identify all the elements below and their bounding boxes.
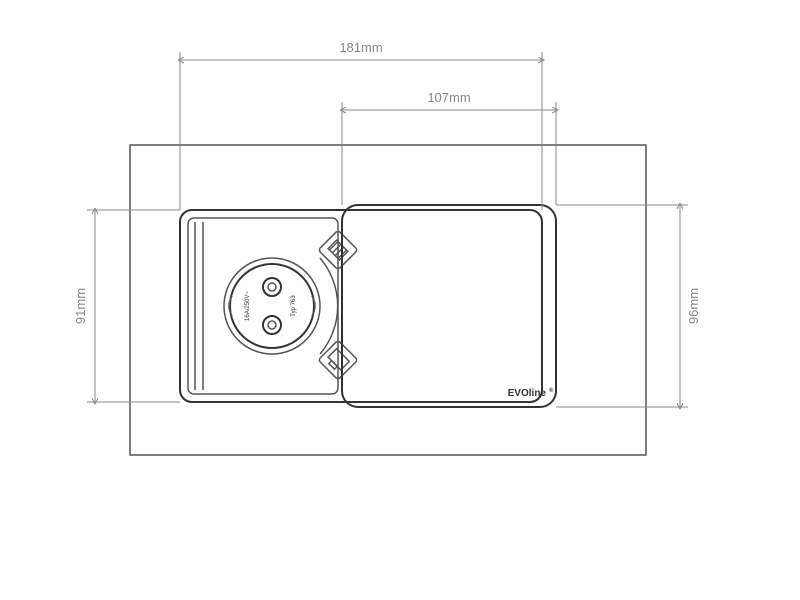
brand-reg-icon: ® (549, 387, 554, 394)
dimension-body-height: 91mm (73, 210, 180, 402)
dimension-overall-width: 181mm (180, 40, 542, 210)
port-arc (320, 258, 338, 354)
dimension-cover-height: 96mm (556, 205, 701, 407)
socket-type-text: Typ 763 (291, 295, 297, 317)
pin-hole-top-icon (263, 278, 281, 296)
technical-drawing: 16A/250V~ Typ 763 EVOline ® 181mm 107mm (0, 0, 800, 600)
brand-label: EVOline (508, 388, 547, 399)
dim-overall-width-label: 181mm (339, 40, 382, 55)
schuko-socket: 16A/250V~ Typ 763 (224, 258, 320, 354)
socket-body (180, 210, 542, 402)
sliding-cover: EVOline ® (342, 205, 556, 407)
plate-rect (130, 145, 646, 455)
dim-body-height-label: 91mm (73, 288, 88, 324)
pin-hole-bottom-icon (263, 316, 281, 334)
dim-cover-height-label: 96mm (686, 288, 701, 324)
mounting-plate (130, 145, 646, 455)
dimension-cover-width: 107mm (342, 90, 556, 205)
socket-rating-text: 16A/250V~ (245, 291, 251, 321)
dim-cover-width-label: 107mm (427, 90, 470, 105)
